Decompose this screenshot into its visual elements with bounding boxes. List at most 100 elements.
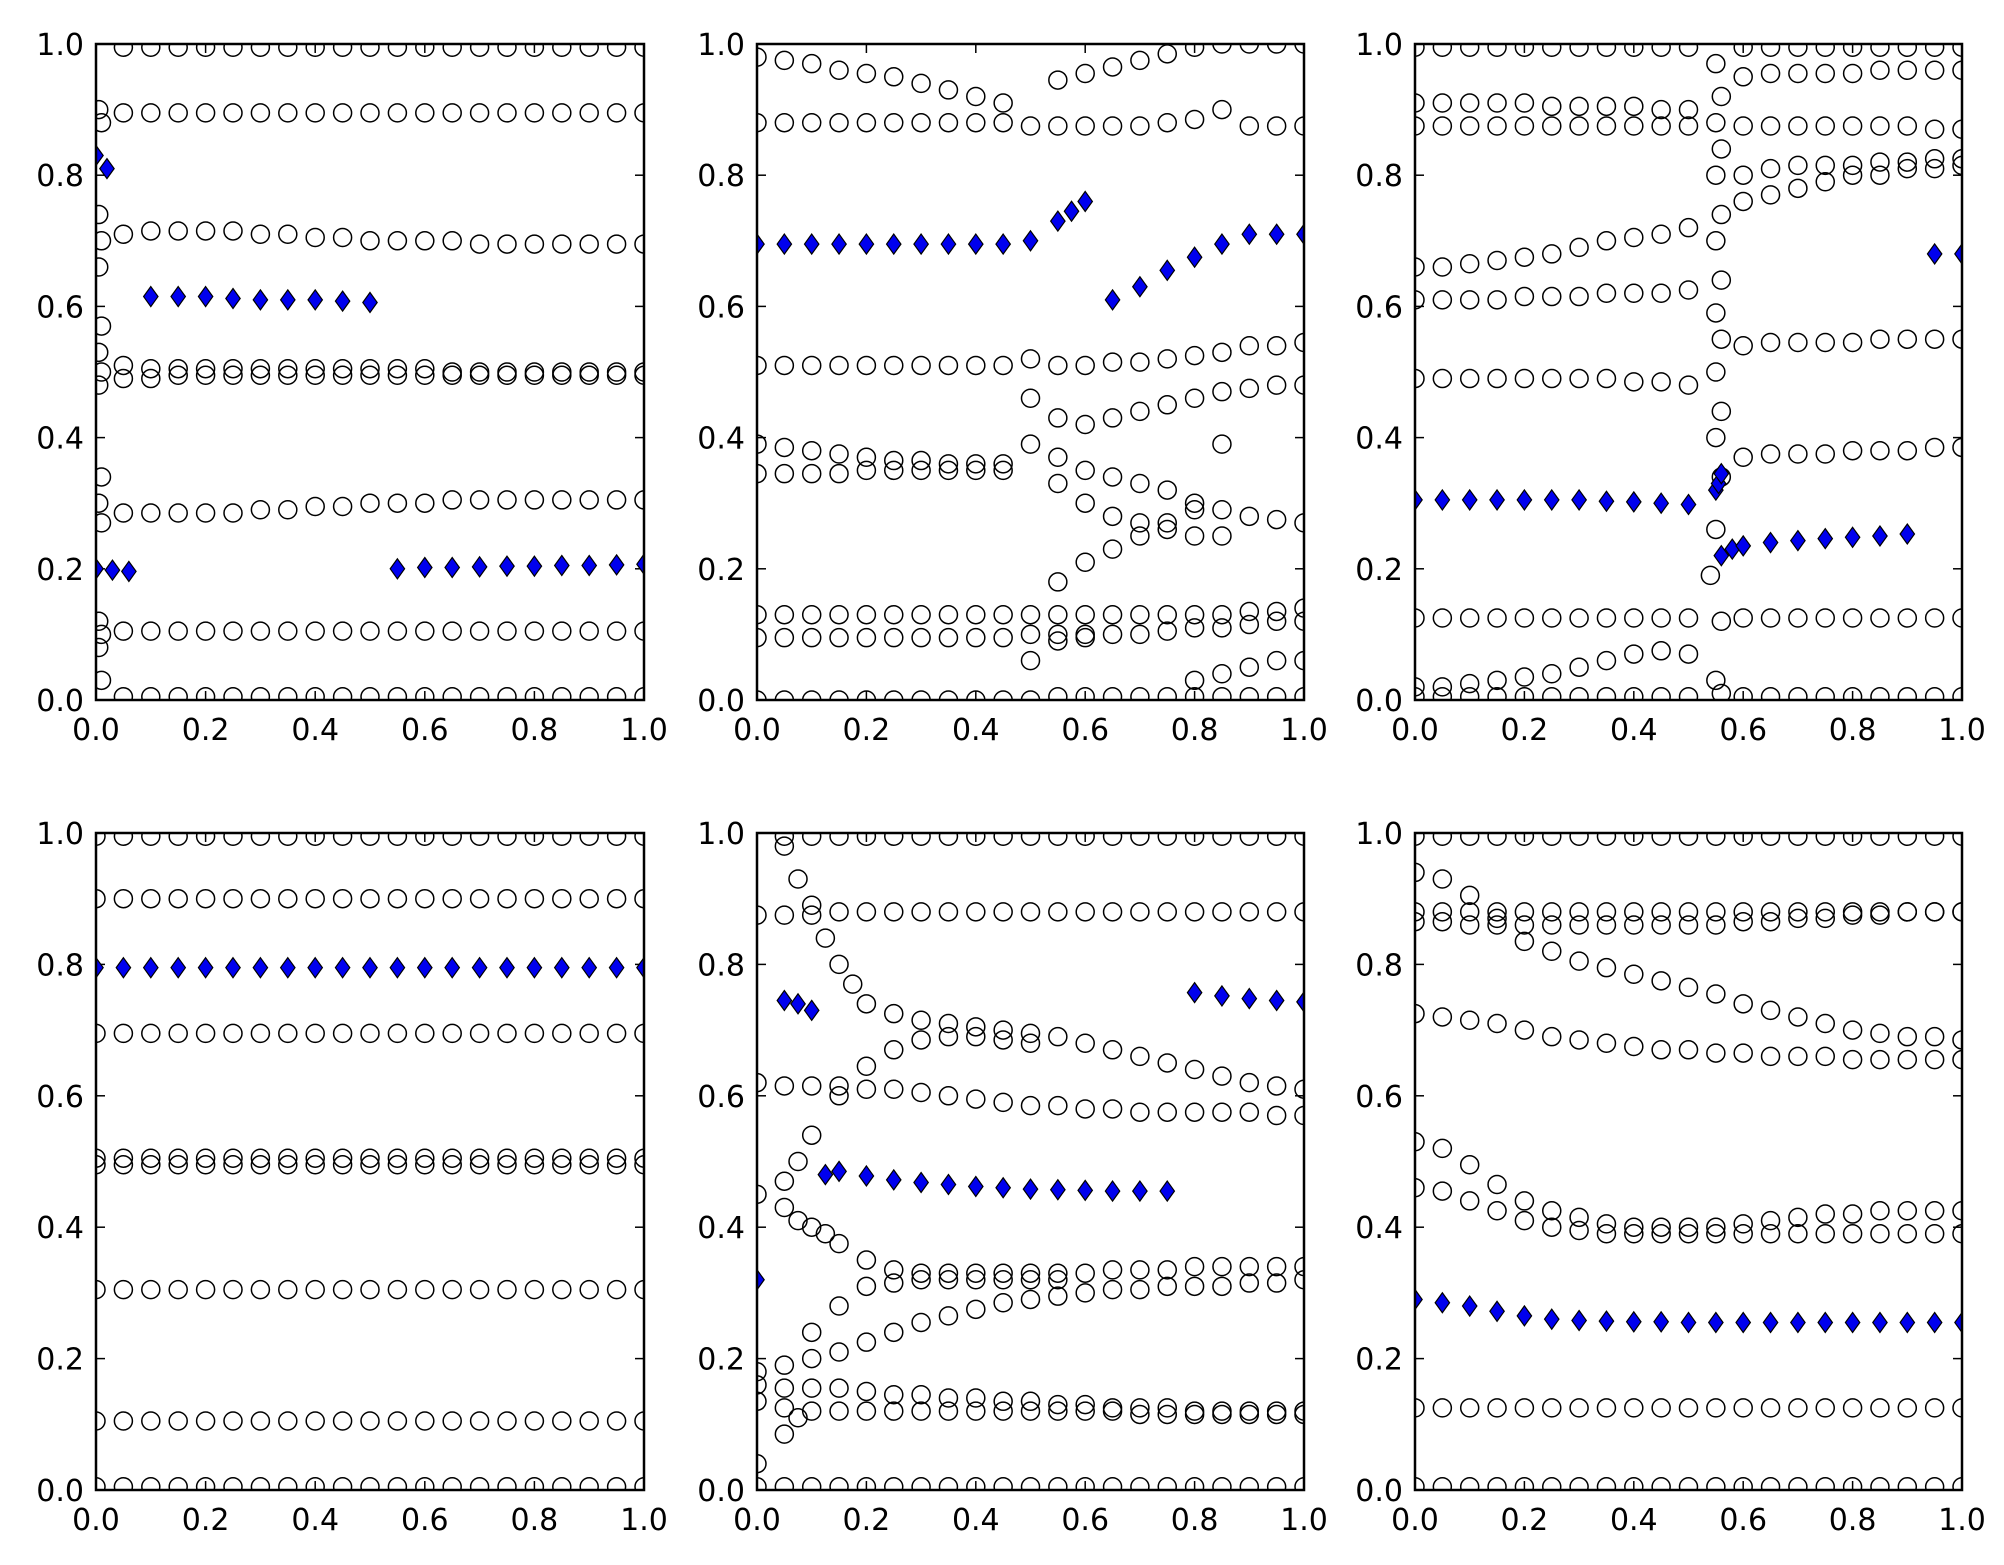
circle-point [1651,1224,1671,1244]
circle-point [1130,526,1150,546]
circle-point [442,103,462,123]
circle-point [1842,332,1863,353]
circle-point [524,43,545,58]
circle-point [442,1155,462,1175]
circle-point [1130,1279,1150,1300]
circle-point [1760,158,1781,179]
circle-point [1266,1105,1287,1126]
circle-point [524,832,545,847]
circle-point [1651,832,1671,847]
circle-point [1870,1049,1890,1070]
circle-point [966,1017,986,1037]
circle-point [305,888,325,909]
circle-point [1184,388,1205,408]
circle-point [1075,1099,1095,1119]
circle-point [1924,902,1945,922]
circle-point [938,1086,959,1106]
circle-point [829,60,849,80]
circle-point [1487,43,1507,58]
diamond-point [1131,275,1148,298]
circle-point [1678,902,1699,922]
circle-point [524,234,545,254]
circle-point [1020,388,1041,408]
diamond-point [1543,1308,1560,1331]
circle-point [1596,368,1617,389]
circle-point [168,1411,188,1431]
y-tick-label: 0.2 [36,1343,84,1378]
circle-point [278,500,298,520]
x-tick-label: 0.0 [733,713,781,748]
circle-point [1897,1398,1918,1418]
circle-point [1514,608,1535,628]
circle-point [387,1023,408,1044]
circle-point [1020,624,1041,645]
circle-point [856,832,877,847]
circle-point [1514,93,1535,113]
y-tick-label: 0.0 [697,1474,745,1509]
circle-point [884,832,904,847]
circle-point [223,1279,243,1300]
circle-point [1870,1201,1890,1221]
circle-point [829,112,849,133]
circle-point [1624,686,1644,701]
circle-point [469,1411,490,1431]
circle-point [195,686,216,701]
circle-point [1815,686,1835,701]
circle-point [911,1384,931,1405]
circle-point [938,1476,959,1491]
diamond-point [279,956,296,979]
circle-point [1459,1010,1480,1030]
circle-point [1788,1046,1808,1067]
circle-point [1020,1033,1041,1053]
circle-point [993,1270,1013,1290]
circle-point [195,832,216,847]
circle-point [1924,1201,1945,1221]
circle-point [938,355,959,376]
circle-point [801,1476,822,1491]
circle-point [168,358,188,379]
circle-point [1542,686,1562,701]
diamond-point [1899,523,1916,546]
circle-point [113,1476,134,1491]
diamond-point [444,556,461,579]
y-tick-label: 0.6 [1355,290,1403,325]
x-tick-label: 1.0 [1938,1503,1986,1538]
circle-point [1212,618,1232,638]
circle-point [278,1148,298,1168]
circle-point [95,375,109,395]
circle-point [1897,832,1918,847]
circle-point [332,1476,353,1491]
circle-point [223,503,243,523]
diamond-point [995,233,1012,256]
circle-point [1514,368,1535,389]
circle-point [1842,1049,1863,1070]
circle-point [1760,911,1781,932]
circle-point [801,627,822,648]
circle-point [606,621,627,641]
circle-point [1266,1273,1287,1293]
circle-point [524,1411,545,1431]
circle-point [360,832,380,847]
circle-point [829,1233,849,1254]
diamond-point [252,956,269,979]
circle-point [1733,1043,1753,1063]
diamond-point [471,555,488,578]
circle-point [884,1040,904,1060]
circle-point [938,80,959,100]
circle-point [938,1270,959,1290]
circle-point [829,1342,849,1362]
circle-point [360,1155,380,1175]
circle-point [360,1411,380,1431]
circle-point [442,888,462,909]
circle-point [842,974,863,994]
diamond-point [362,956,378,979]
circle-point [1184,832,1205,847]
circle-point [469,365,490,386]
circle-point [1102,352,1123,372]
circle-point [774,50,795,71]
circle-point [387,1279,408,1300]
circle-point [1212,381,1232,402]
circle-point [552,43,572,58]
circle-point [250,103,271,123]
circle-point [250,686,271,701]
